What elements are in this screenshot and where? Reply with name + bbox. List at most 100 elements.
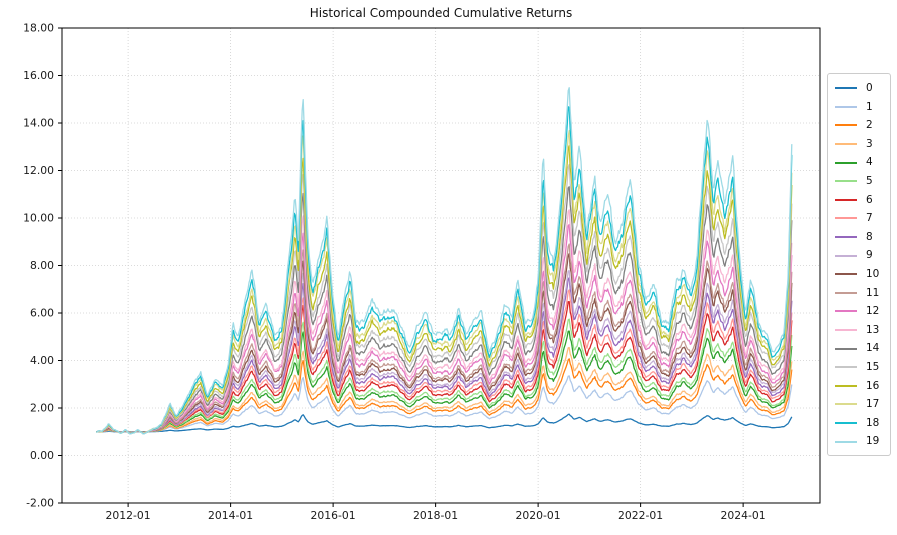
series-line-2 — [96, 358, 793, 433]
legend-label: 17 — [866, 398, 880, 411]
legend-item-10: 10 — [828, 265, 890, 284]
x-tick-label: 2014-01 — [208, 509, 253, 522]
legend-swatch-12 — [835, 310, 857, 313]
series-line-14 — [96, 186, 793, 435]
series-line-4 — [96, 330, 793, 434]
legend-label: 9 — [866, 249, 873, 262]
series-line-16 — [96, 145, 793, 435]
legend-swatch-5 — [835, 180, 857, 183]
legend-label: 7 — [866, 212, 873, 225]
legend-item-18: 18 — [828, 414, 890, 433]
legend-item-12: 12 — [828, 302, 890, 321]
legend-item-15: 15 — [828, 358, 890, 377]
legend-swatch-6 — [835, 198, 857, 201]
legend-item-2: 2 — [828, 116, 890, 135]
legend-item-1: 1 — [828, 98, 890, 117]
legend-label: 8 — [866, 230, 873, 243]
legend-item-0: 0 — [828, 79, 890, 98]
legend-swatch-10 — [835, 273, 857, 276]
series-line-13 — [96, 209, 793, 434]
y-tick-label: 2.00 — [30, 402, 54, 415]
legend-swatch-8 — [835, 236, 857, 239]
series-line-5 — [96, 318, 793, 434]
legend-label: 11 — [866, 286, 880, 299]
legend-swatch-1 — [835, 105, 857, 108]
y-tick-label: 8.00 — [30, 259, 54, 272]
series-line-15 — [96, 163, 793, 435]
y-tick-label: 12.00 — [23, 164, 54, 177]
legend-swatch-18 — [835, 421, 857, 424]
legend-label: 12 — [866, 305, 880, 318]
legend-swatch-9 — [835, 254, 857, 257]
legend-swatch-3 — [835, 143, 857, 146]
legend-swatch-17 — [835, 403, 857, 406]
legend-item-17: 17 — [828, 395, 890, 414]
series-line-8 — [96, 277, 793, 434]
y-tick-label: 10.00 — [23, 212, 54, 225]
y-tick-label: 18.00 — [23, 22, 54, 35]
legend-item-4: 4 — [828, 153, 890, 172]
legend-item-7: 7 — [828, 209, 890, 228]
y-tick-label: 6.00 — [30, 307, 54, 320]
x-tick-label: 2016-01 — [311, 509, 356, 522]
series-line-1 — [96, 375, 793, 433]
legend-label: 16 — [866, 379, 880, 392]
legend-label: 3 — [866, 137, 873, 150]
legend-swatch-7 — [835, 217, 857, 220]
series-line-3 — [96, 346, 793, 433]
legend-label: 10 — [866, 267, 880, 280]
legend-swatch-16 — [835, 384, 857, 387]
x-tick-label: 2024-01 — [721, 509, 766, 522]
legend-swatch-11 — [835, 291, 857, 294]
series-line-0 — [96, 413, 793, 433]
series-line-12 — [96, 223, 793, 434]
legend: 0 1 2 3 4 5 6 7 8 9 10 11 12 13 14 15 16 17 18 19 — [827, 73, 891, 456]
chart-title: Historical Compounded Cumulative Returns — [309, 6, 573, 20]
legend-label: 4 — [866, 156, 873, 169]
y-tick-label: -2.00 — [26, 497, 54, 510]
legend-label: 13 — [866, 323, 880, 336]
legend-label: 5 — [866, 175, 873, 188]
y-tick-label: 14.00 — [23, 117, 54, 130]
legend-item-9: 9 — [828, 246, 890, 265]
x-tick-label: 2018-01 — [413, 509, 458, 522]
legend-item-6: 6 — [828, 191, 890, 210]
series-line-11 — [96, 243, 793, 434]
legend-item-11: 11 — [828, 284, 890, 303]
legend-label: 19 — [866, 435, 880, 448]
x-tick-label: 2020-01 — [516, 509, 561, 522]
legend-label: 2 — [866, 119, 873, 132]
legend-label: 14 — [866, 342, 880, 355]
series-line-7 — [96, 289, 793, 434]
legend-label: 18 — [866, 416, 880, 429]
legend-label: 6 — [866, 193, 873, 206]
legend-swatch-4 — [835, 161, 857, 164]
series-line-10 — [96, 252, 793, 434]
legend-swatch-14 — [835, 347, 857, 350]
legend-swatch-15 — [835, 366, 857, 369]
legend-label: 15 — [866, 360, 880, 373]
series-line-9 — [96, 270, 793, 434]
legend-swatch-13 — [835, 329, 857, 332]
legend-label: 0 — [866, 82, 873, 95]
legend-item-16: 16 — [828, 377, 890, 396]
legend-label: 1 — [866, 100, 873, 113]
x-tick-label: 2022-01 — [618, 509, 663, 522]
y-tick-label: 16.00 — [23, 69, 54, 82]
legend-item-19: 19 — [828, 432, 890, 451]
series-line-18 — [96, 106, 793, 435]
series-line-19 — [96, 87, 793, 435]
legend-item-5: 5 — [828, 172, 890, 191]
y-tick-label: 0.00 — [30, 449, 54, 462]
y-tick-label: 4.00 — [30, 354, 54, 367]
legend-swatch-19 — [835, 440, 857, 443]
x-tick-label: 2012-01 — [106, 509, 151, 522]
legend-item-13: 13 — [828, 321, 890, 340]
legend-item-14: 14 — [828, 339, 890, 358]
legend-item-8: 8 — [828, 228, 890, 247]
legend-item-3: 3 — [828, 135, 890, 154]
legend-swatch-0 — [835, 87, 857, 90]
legend-swatch-2 — [835, 124, 857, 127]
